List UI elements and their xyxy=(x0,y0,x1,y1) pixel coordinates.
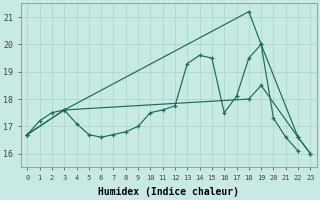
X-axis label: Humidex (Indice chaleur): Humidex (Indice chaleur) xyxy=(98,186,239,197)
